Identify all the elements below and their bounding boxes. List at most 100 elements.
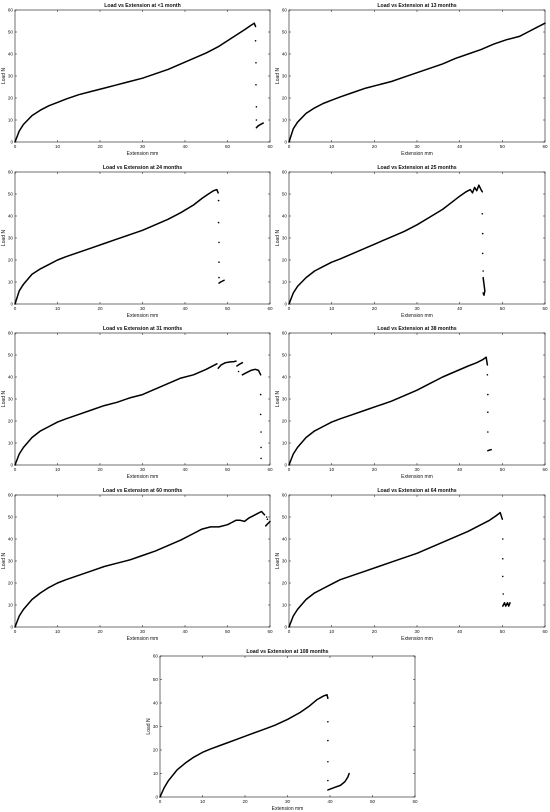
y-axis-label: Load N: [146, 718, 152, 735]
load-extension-curve: [159, 694, 329, 798]
data-point: [481, 232, 484, 235]
y-tick-label: 60: [8, 493, 14, 498]
x-tick-label: 10: [329, 306, 335, 311]
data-point: [218, 276, 220, 279]
chart-panel: Load vs Extension at 24 months Extension …: [1, 165, 273, 319]
chart-panel: Load vs Extension at 13 months Extension …: [275, 3, 548, 157]
x-tick-label: 30: [414, 467, 420, 472]
x-tick-label: 10: [55, 306, 61, 311]
load-extension-curve: [14, 188, 219, 305]
y-tick-label: 60: [282, 493, 288, 498]
chart-panel: Load vs Extension at 108 months Extension…: [146, 649, 418, 812]
x-tick-label: 40: [182, 306, 188, 311]
x-axis-label: Extension mm: [401, 151, 433, 157]
y-tick-label: 30: [282, 559, 288, 564]
x-tick-label: 60: [267, 467, 273, 472]
y-tick-label: 0: [10, 463, 13, 468]
y-tick-label: 0: [155, 795, 158, 800]
load-extension-curve: [241, 368, 262, 376]
y-tick-label: 10: [282, 603, 288, 608]
x-axis-label: Extension mm: [127, 313, 159, 319]
y-tick-label: 0: [284, 625, 287, 630]
data-point: [259, 413, 262, 416]
y-axis-label: Load N: [275, 391, 281, 408]
load-extension-curve: [14, 510, 266, 628]
y-tick-label: 60: [282, 331, 288, 336]
y-tick-label: 40: [282, 537, 288, 542]
y-tick-label: 10: [8, 280, 14, 285]
y-tick-label: 0: [10, 302, 13, 307]
y-tick-label: 0: [284, 302, 287, 307]
data-point: [502, 593, 504, 595]
y-tick-label: 10: [282, 280, 288, 285]
x-tick-label: 20: [97, 629, 103, 634]
data-point: [327, 760, 329, 763]
load-extension-curve: [482, 276, 486, 296]
chart-title: Load vs Extension at 13 months: [377, 3, 456, 9]
x-axis-label: Extension mm: [401, 474, 433, 480]
y-tick-label: 0: [284, 463, 287, 468]
data-point: [501, 575, 504, 578]
data-point: [260, 446, 262, 449]
x-tick-label: 40: [182, 467, 188, 472]
plot-area: [14, 494, 271, 628]
y-tick-label: 40: [8, 214, 14, 219]
x-tick-label: 30: [140, 629, 146, 634]
y-tick-label: 10: [282, 441, 288, 446]
data-point: [266, 518, 269, 520]
chart-title: Load vs Extension at 108 months: [246, 649, 328, 655]
data-point: [255, 106, 258, 108]
data-point: [327, 739, 329, 742]
y-tick-label: 20: [282, 581, 288, 586]
x-tick-label: 50: [225, 629, 231, 634]
y-tick-label: 60: [282, 8, 288, 13]
y-axis-label: Load N: [1, 68, 7, 85]
y-tick-label: 60: [8, 170, 14, 175]
data-point: [487, 393, 489, 396]
y-tick-label: 20: [153, 748, 159, 753]
y-tick-label: 60: [8, 331, 14, 336]
y-tick-label: 30: [153, 724, 159, 729]
x-tick-label: 10: [55, 144, 61, 149]
load-extension-curve: [327, 772, 350, 791]
y-tick-label: 30: [8, 559, 14, 564]
y-tick-label: 0: [284, 140, 287, 145]
data-point: [327, 721, 329, 723]
y-tick-label: 10: [8, 118, 14, 123]
y-tick-label: 50: [8, 192, 14, 197]
load-extension-curve: [236, 361, 244, 367]
y-tick-label: 60: [8, 8, 14, 13]
x-tick-label: 10: [55, 629, 61, 634]
data-point: [501, 558, 504, 560]
x-tick-label: 20: [372, 467, 378, 472]
data-point: [254, 40, 257, 42]
data-point: [487, 431, 489, 433]
x-tick-label: 50: [500, 467, 506, 472]
plot-area: [14, 171, 271, 305]
x-tick-label: 60: [542, 306, 548, 311]
data-point: [481, 213, 484, 215]
x-tick-label: 30: [140, 144, 146, 149]
data-point: [218, 261, 220, 264]
x-tick-label: 40: [182, 629, 188, 634]
data-point: [260, 431, 262, 433]
y-tick-label: 20: [282, 258, 288, 263]
load-extension-curve: [288, 511, 504, 628]
chart-panel: Load vs Extension at <1 month Extension m…: [1, 3, 273, 157]
load-extension-curve: [14, 363, 218, 466]
data-point: [265, 516, 268, 518]
x-axis-label: Extension mm: [272, 806, 304, 812]
y-tick-label: 20: [282, 419, 288, 424]
x-axis-label: Extension mm: [127, 636, 159, 642]
chart-title: Load vs Extension at 25 months: [377, 165, 456, 171]
y-tick-label: 40: [8, 537, 14, 542]
data-point: [487, 411, 489, 414]
y-tick-label: 60: [153, 654, 159, 659]
y-tick-label: 40: [153, 701, 159, 706]
plot-area: [159, 655, 416, 798]
x-tick-label: 20: [372, 629, 378, 634]
x-tick-label: 50: [225, 144, 231, 149]
load-extension-curve: [255, 122, 264, 129]
plot-area: [288, 332, 546, 466]
y-tick-label: 10: [8, 603, 14, 608]
